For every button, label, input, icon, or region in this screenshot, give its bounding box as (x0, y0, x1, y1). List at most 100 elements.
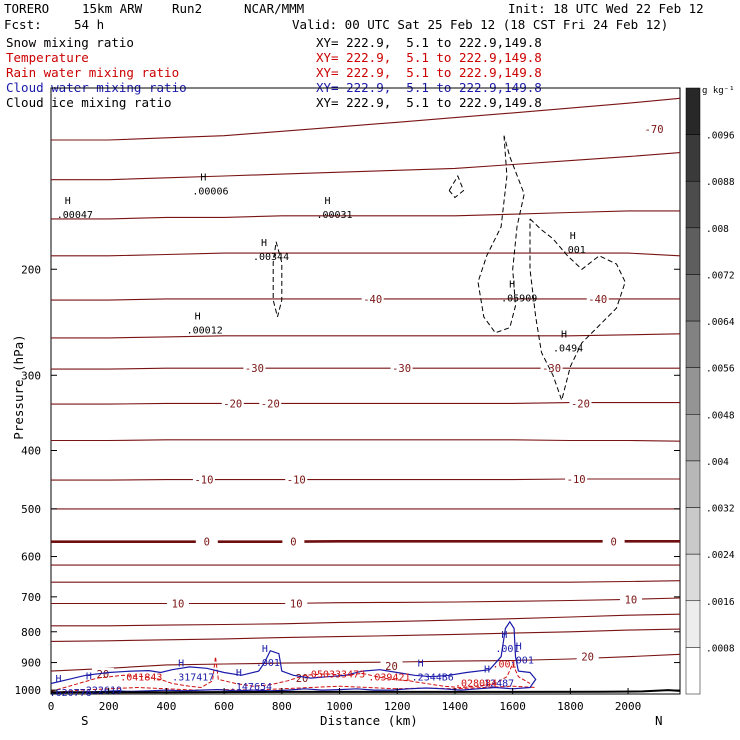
y-tick-label: 200 (21, 263, 41, 276)
temperature-label: 20 (385, 661, 398, 673)
cloudwater-label: .147654 (230, 682, 272, 693)
temperature-contour (51, 210, 680, 220)
temperature-label-bg (569, 397, 592, 409)
y-tick-label: 900 (21, 657, 41, 670)
cloudwater-high-marker: H (418, 659, 424, 670)
legend-item-xy: XY= 222.9, 5.1 to 222.9,149.8 (316, 65, 542, 80)
colorbar-tick-label: .0008 (706, 643, 735, 654)
colorbar-tick-label: .0032 (706, 504, 735, 515)
cloudwater-high-marker: H (236, 668, 242, 679)
x-axis-title: Distance (km) (320, 713, 418, 728)
snow-label: .00047 (57, 210, 93, 221)
temperature-label-bg (586, 292, 609, 304)
cloudwater-label: .001 (495, 644, 519, 655)
temperature-contour (51, 367, 680, 370)
temperature-label-bg (221, 397, 244, 409)
temperature-label-bg (643, 123, 666, 135)
temperature-label: -40 (588, 294, 607, 306)
forecast-hours: 54 h (74, 17, 105, 32)
y-tick-label: 500 (21, 503, 41, 516)
snow-contour (477, 135, 525, 334)
cloudwater-label: .12487 (478, 679, 514, 690)
temperature-label: 10 (625, 594, 638, 606)
y-tick-label: 1000 (15, 684, 42, 697)
cloudwater-high-marker: H (262, 644, 268, 655)
colorbar-unit: g kg⁻¹ (702, 86, 735, 96)
y-tick-label: 400 (21, 445, 41, 458)
temperature-label-bg (565, 472, 588, 484)
temperature-label: 20 (97, 669, 110, 681)
snow-label: .05909 (501, 294, 537, 305)
temperature-label-bg (195, 535, 218, 547)
x-tick-label: 1200 (384, 700, 411, 713)
temperature-label-bg (192, 473, 215, 485)
colorbar-swatch (685, 134, 701, 182)
x-tick-label: 1800 (557, 700, 584, 713)
temperature-label: -10 (194, 475, 213, 487)
cloudwater-label: .001 (510, 656, 534, 667)
x-end-label: N (655, 713, 663, 728)
plot-frame (50, 87, 681, 695)
temperature-label: -10 (567, 474, 586, 486)
x-tick-label: 1400 (442, 700, 469, 713)
colorbar-swatch (685, 553, 701, 602)
snow-label: .001 (562, 245, 586, 256)
x-tick-label: 600 (214, 700, 234, 713)
temperature-contour (51, 580, 681, 583)
legend-item-name: Cloud ice mixing ratio (6, 95, 172, 110)
colorbar-tick-label: .0072 (706, 270, 735, 281)
temperature-label-bg (619, 593, 642, 605)
colorbar-swatch (685, 414, 701, 462)
snow-label: .00012 (187, 326, 223, 337)
x-tick-label: 2000 (615, 700, 642, 713)
rain-label: .028084 (455, 679, 497, 690)
cloudwater-high-marker: H (178, 659, 184, 670)
snow-contour (529, 218, 626, 402)
temperature-label: 0 (204, 537, 210, 549)
colorbar-swatch (685, 600, 701, 648)
legend-item-xy: XY= 222.9, 5.1 to 222.9,149.8 (316, 35, 542, 50)
y-tick-label: 600 (21, 551, 41, 564)
model-name: TORERO (4, 1, 50, 16)
snow-high-marker: H (200, 173, 206, 184)
cloudwater-high-marker: H (501, 630, 507, 641)
x-tick-label: 400 (156, 700, 176, 713)
x-tick-label: 200 (99, 700, 119, 713)
snow-high-marker: H (324, 196, 330, 207)
rain-label: .050333473 (305, 669, 365, 680)
snow-label: .00006 (192, 187, 228, 198)
temperature-label: 0 (290, 537, 296, 549)
cloudwater-label: .001 (256, 658, 280, 669)
temperature-contour (50, 628, 681, 642)
x-tick-label: 0 (48, 700, 55, 713)
temperature-contour (51, 252, 681, 257)
cloudwater-high-marker: H (56, 674, 62, 685)
snow-high-marker: H (509, 280, 515, 291)
rain-label: .041843 (120, 673, 162, 684)
snow-label: .0494 (553, 344, 583, 355)
x-start-label: S (81, 713, 89, 728)
cloudwater-label: .2344B6 (412, 673, 454, 684)
temperature-label: -30 (542, 363, 561, 375)
rain-contour (50, 656, 531, 692)
cloudwater-label: .620776 (50, 688, 92, 699)
temperature-label-bg (166, 597, 189, 609)
snow-label: .00344 (253, 252, 289, 263)
temperature-contour (51, 97, 681, 141)
temperature-label: -40 (363, 294, 382, 306)
snow-high-marker: H (65, 196, 71, 207)
temperature-label: 0 (610, 536, 616, 548)
temperature-label-bg (259, 397, 282, 409)
colorbar-tick-label: .0048 (706, 410, 735, 421)
x-tick-label: 1000 (326, 700, 353, 713)
temperature-label: -30 (245, 363, 264, 375)
temperature-label: -20 (261, 398, 280, 410)
snow-contour (448, 174, 465, 199)
rain-contour (50, 685, 536, 694)
cloudwater-label: .222619 (80, 686, 122, 697)
temperature-label-bg (380, 660, 403, 672)
rain-label: .039421 (368, 673, 410, 684)
snow-high-marker: H (561, 330, 567, 341)
cloudwater-high-marker: H (86, 672, 92, 683)
colorbar-tick-label: .0096 (706, 131, 735, 142)
